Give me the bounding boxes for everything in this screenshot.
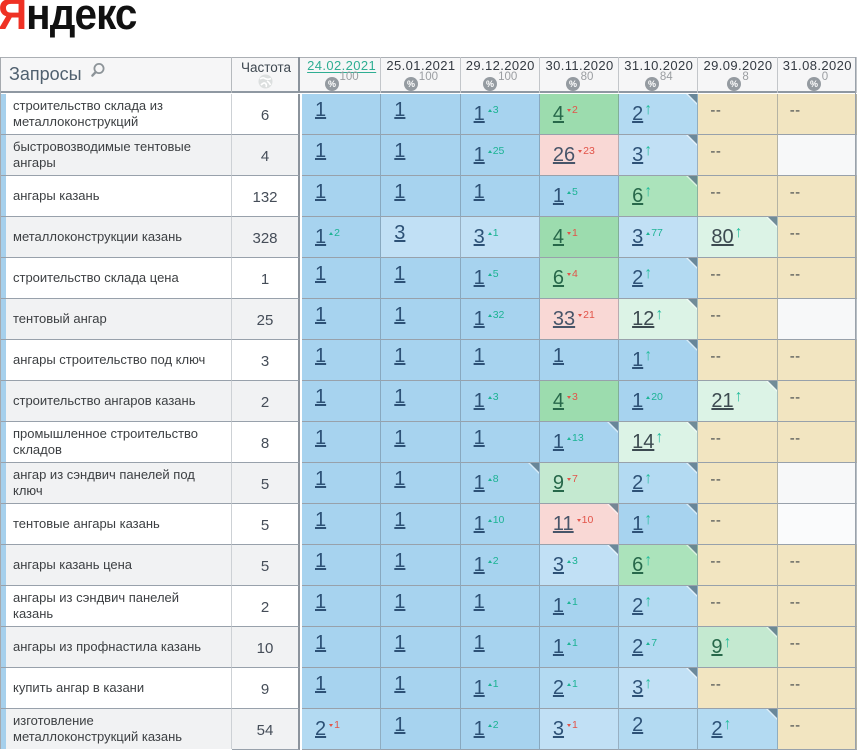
svg-text:%: % [810,79,818,89]
svg-text:%: % [407,79,415,89]
svg-text:%: % [730,79,738,89]
svg-text:%: % [327,79,335,89]
svg-text:%: % [648,79,656,89]
svg-text:%: % [486,79,494,89]
svg-text:%: % [569,79,577,89]
